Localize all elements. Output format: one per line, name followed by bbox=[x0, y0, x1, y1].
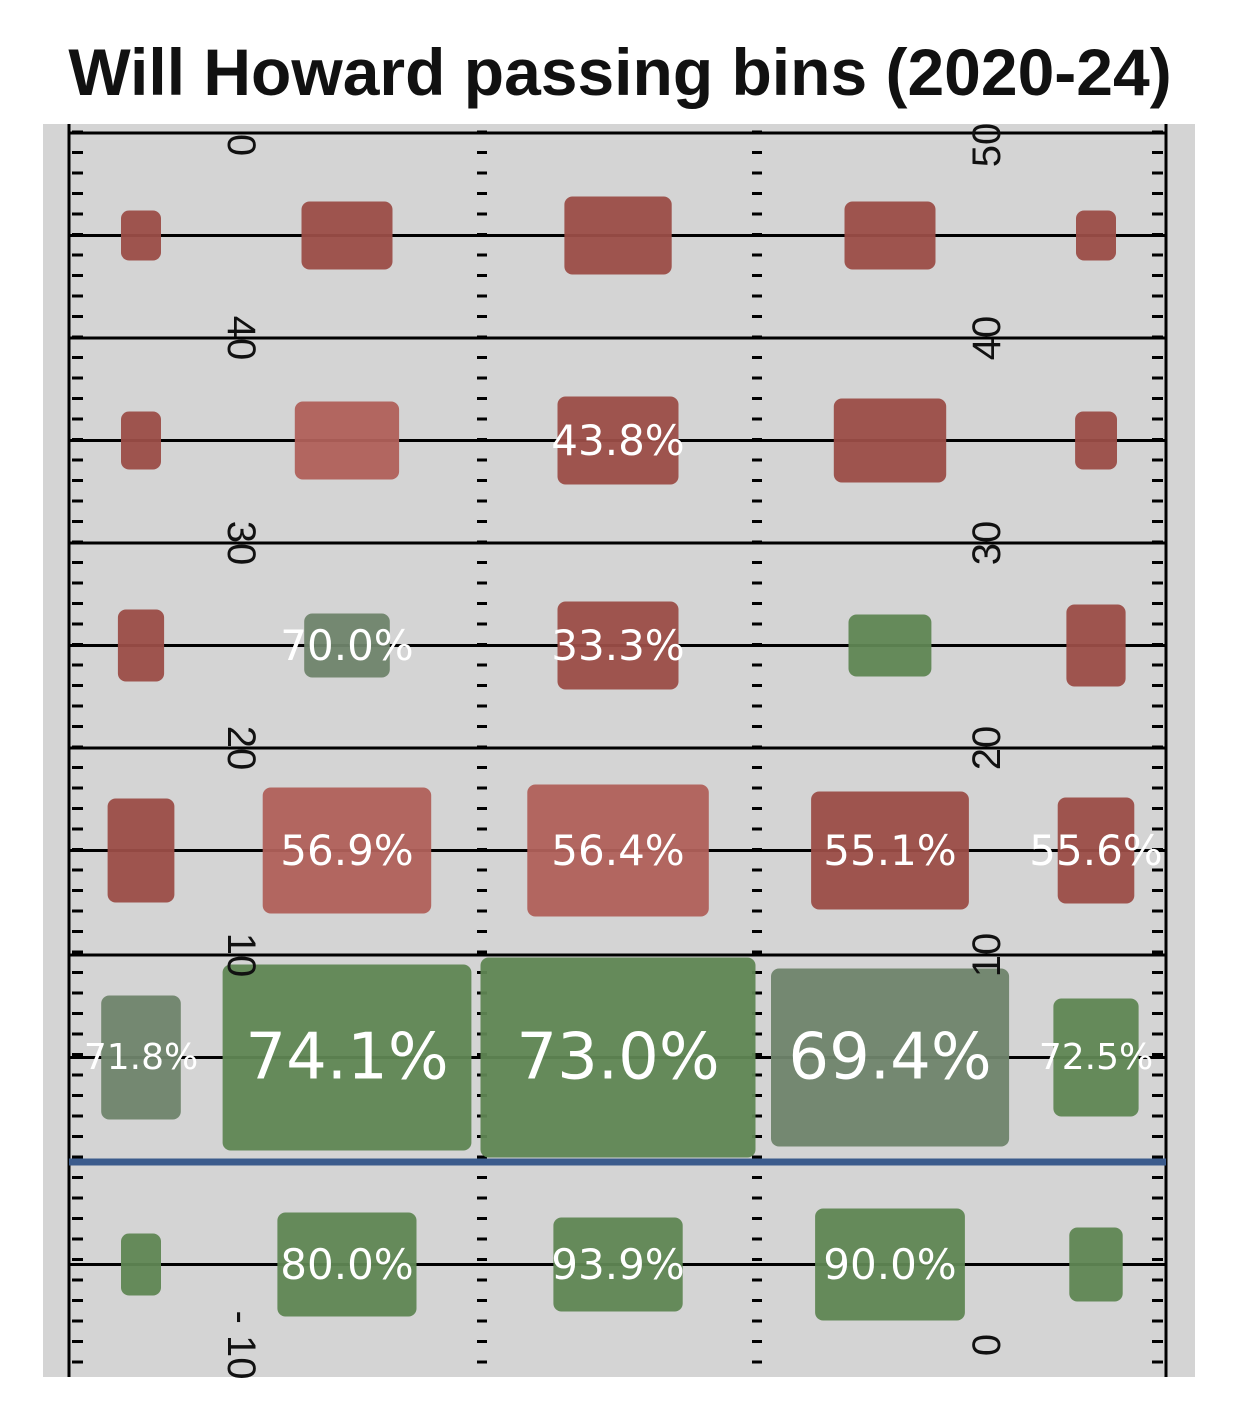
yard-label-left: 20 bbox=[219, 726, 263, 771]
cell-percentage-label: 71.8% bbox=[84, 1037, 198, 1078]
cell-percentage-label: 80.0% bbox=[280, 1240, 413, 1289]
bin-cell bbox=[1053, 998, 1139, 1117]
yard-label-left: 30 bbox=[219, 521, 263, 566]
bin-cell bbox=[527, 784, 709, 917]
bin-cell bbox=[107, 798, 175, 903]
bin-cell bbox=[117, 609, 165, 682]
cell-percentage-label: 90.0% bbox=[823, 1240, 956, 1289]
cell-percentage-label: 56.4% bbox=[551, 826, 684, 875]
chart-title: Will Howard passing bins (2020-24) bbox=[68, 35, 1172, 109]
bin-cells: 43.8% 70.0% 33.3% 56.9% 56.4% 55.1% 55.6% 71.8%… bbox=[84, 196, 1163, 1321]
bin-cell bbox=[277, 1212, 417, 1317]
bin-cell bbox=[557, 601, 679, 690]
cell-percentage-label: 70.0% bbox=[280, 621, 413, 670]
yard-label-right: 30 bbox=[965, 521, 1009, 566]
field-background bbox=[43, 124, 1195, 1377]
bin-cell bbox=[1057, 797, 1135, 904]
bin-cell bbox=[480, 957, 756, 1158]
bin-cell bbox=[1076, 210, 1116, 261]
cell-percentage-label: 43.8% bbox=[551, 416, 684, 465]
cell-percentage-label: 73.0% bbox=[516, 1021, 719, 1095]
bin-cell bbox=[304, 613, 390, 678]
bin-cell bbox=[771, 968, 1010, 1147]
yard-label-right: 50 bbox=[965, 123, 1009, 168]
bin-cell bbox=[1075, 411, 1117, 470]
cell-percentage-label: 74.1% bbox=[245, 1021, 448, 1095]
yard-label-left: - 10 bbox=[219, 1311, 263, 1380]
bin-cell bbox=[121, 1233, 161, 1296]
bin-cell bbox=[121, 411, 161, 470]
bin-cell bbox=[294, 401, 400, 480]
bin-cell bbox=[844, 201, 936, 270]
bin-cell bbox=[301, 201, 393, 270]
bin-cell bbox=[557, 396, 679, 485]
bin-cell bbox=[564, 196, 672, 275]
yard-label-left: 10 bbox=[219, 933, 263, 978]
bin-cell bbox=[553, 1217, 683, 1312]
bin-cell bbox=[811, 791, 969, 910]
yard-label-right: 40 bbox=[965, 316, 1009, 361]
bin-cell bbox=[262, 787, 432, 914]
yard-label-right: 10 bbox=[965, 933, 1009, 978]
bin-cell bbox=[101, 995, 181, 1120]
bin-cell bbox=[833, 398, 947, 483]
bin-cell bbox=[848, 614, 932, 677]
cell-percentage-label: 55.6% bbox=[1029, 826, 1162, 875]
yard-label-left: 40 bbox=[219, 316, 263, 361]
bin-cell bbox=[121, 210, 161, 261]
bin-cell bbox=[1069, 1227, 1123, 1302]
bin-cell bbox=[815, 1208, 965, 1321]
cell-percentage-label: 55.1% bbox=[823, 826, 956, 875]
bin-cell bbox=[222, 964, 472, 1151]
yard-label-right: 20 bbox=[965, 726, 1009, 771]
cell-percentage-label: 69.4% bbox=[788, 1021, 991, 1095]
cell-percentage-label: 93.9% bbox=[551, 1240, 684, 1289]
cell-percentage-label: 72.5% bbox=[1039, 1037, 1153, 1078]
yard-label-left: 0 bbox=[219, 134, 263, 156]
yard-label-right: 0 bbox=[965, 1334, 1009, 1356]
yard-labels: 0 40 30 20 10 - 10 50 40 30 20 10 0 bbox=[219, 123, 1009, 1380]
bin-cell bbox=[1066, 604, 1126, 687]
cell-percentage-label: 33.3% bbox=[551, 621, 684, 670]
cell-percentage-label: 56.9% bbox=[280, 826, 413, 875]
